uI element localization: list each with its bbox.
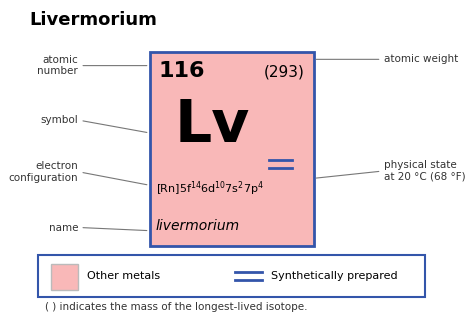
Text: name: name <box>49 222 78 233</box>
Text: Lv: Lv <box>174 97 249 154</box>
FancyBboxPatch shape <box>38 255 425 297</box>
FancyBboxPatch shape <box>150 52 313 246</box>
Text: $\mathregular{[Rn]5f^{14}6d^{10}7s^{2}7p^{4}}$: $\mathregular{[Rn]5f^{14}6d^{10}7s^{2}7p… <box>156 179 264 198</box>
Text: (293): (293) <box>264 64 305 79</box>
Text: livermorium: livermorium <box>156 219 240 233</box>
Text: ( ) indicates the mass of the longest-lived isotope.: ( ) indicates the mass of the longest-li… <box>45 302 307 312</box>
Text: symbol: symbol <box>40 115 78 125</box>
Text: Livermorium: Livermorium <box>30 11 158 29</box>
Text: atomic weight: atomic weight <box>383 54 458 64</box>
Text: Other metals: Other metals <box>87 271 160 281</box>
FancyBboxPatch shape <box>51 264 78 290</box>
Text: Synthetically prepared: Synthetically prepared <box>272 271 398 281</box>
Text: electron
configuration: electron configuration <box>9 161 78 183</box>
Text: atomic
number: atomic number <box>37 55 78 76</box>
Text: 116: 116 <box>158 61 204 81</box>
Text: physical state
at 20 °C (68 °F): physical state at 20 °C (68 °F) <box>383 160 465 182</box>
